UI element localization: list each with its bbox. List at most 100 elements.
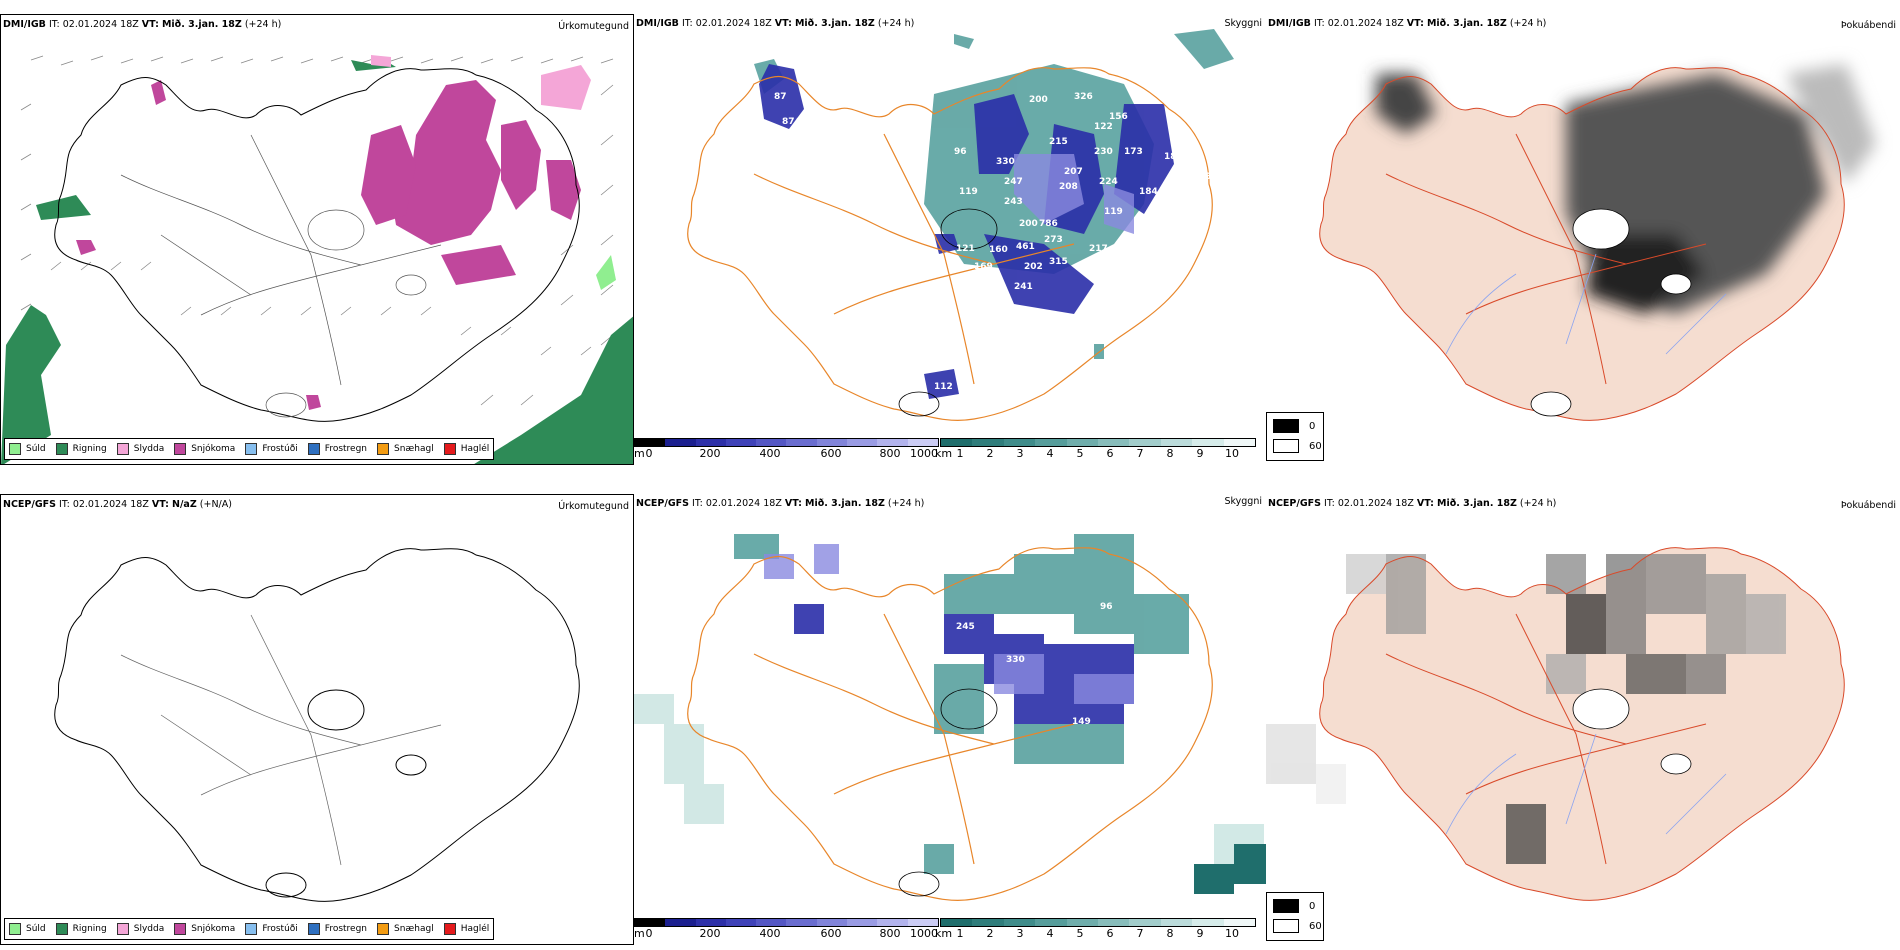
ceiling-label: 121 <box>956 244 975 254</box>
visibility-colorbar: km 1 2 3 4 5 6 7 8 9 10 <box>935 918 1256 940</box>
panel-title: Skyggni <box>1224 18 1262 29</box>
panel-dmi-visibility: DMI/IGB IT: 02.01.2024 18Z VT: Mið. 3.ja… <box>634 14 1266 465</box>
panel-gfs-fog: NCEP/GFS IT: 02.01.2024 18Z VT: Mið. 3.j… <box>1266 494 1900 945</box>
panel-header: DMI/IGB IT: 02.01.2024 18Z VT: Mið. 3.ja… <box>636 18 915 29</box>
panel-title: Þokuábendi <box>1840 500 1896 511</box>
swatch-icon <box>443 443 456 455</box>
ceiling-label: 224 <box>1099 177 1118 187</box>
fog-max-swatch <box>1273 419 1299 433</box>
legend-item-haglel: Haglél <box>443 443 489 455</box>
ceiling-label: 330 <box>1006 655 1025 665</box>
swatch-icon <box>307 923 320 935</box>
ceiling-label: 173 <box>1124 147 1143 157</box>
precip-type-legend: Súld Rigning Slydda Snjókoma Frostúði Fr… <box>4 438 495 460</box>
swatch-icon <box>245 923 258 935</box>
ceiling-label: 93 <box>1199 172 1212 182</box>
legend-item-frostregn: Frostregn <box>307 923 367 935</box>
ceiling-label: 247 <box>1004 177 1023 187</box>
panel-title: Þokuábendi <box>1840 20 1896 31</box>
ceiling-label: 119 <box>1104 207 1123 217</box>
legend-item-frostregn: Frostregn <box>307 443 367 455</box>
fog-legend: 0 60 <box>1266 412 1324 461</box>
swatch-icon <box>443 923 456 935</box>
panel-header: NCEP/GFS IT: 02.01.2024 18Z VT: N/aZ (+N… <box>3 499 232 510</box>
swatch-icon <box>377 923 390 935</box>
ceiling-label: 241 <box>1014 282 1033 292</box>
ceiling-label: 200 <box>1029 95 1048 105</box>
ceiling-label: 230 <box>1094 147 1113 157</box>
fog-min-swatch <box>1273 919 1299 933</box>
legend-item-frostudi: Frostúði <box>245 923 298 935</box>
swatch-icon <box>245 443 258 455</box>
ceiling-label: 160 <box>989 245 1008 255</box>
ceiling-label: 326 <box>1074 92 1093 102</box>
ceiling-label: 91 <box>796 117 809 127</box>
panel-dmi-precip-type: DMI/IGB IT: 02.01.2024 18Z VT: Mið. 3.ja… <box>0 14 634 465</box>
ceiling-label: 315 <box>1049 257 1068 267</box>
ceiling-label: 184 <box>1139 187 1158 197</box>
ceiling-label: 87 <box>774 92 787 102</box>
swatch-icon <box>55 443 68 455</box>
panel-header: DMI/IGB IT: 02.01.2024 18Z VT: Mið. 3.ja… <box>3 19 282 30</box>
swatch-icon <box>377 443 390 455</box>
visibility-colorbar: km 1 2 3 4 5 6 7 8 9 10 <box>935 438 1256 460</box>
ceiling-label: 142 <box>1189 202 1208 212</box>
ceiling-label: 202 <box>1024 262 1043 272</box>
fog-legend: 0 60 <box>1266 892 1324 941</box>
panel-gfs-precip-type: NCEP/GFS IT: 02.01.2024 18Z VT: N/aZ (+N… <box>0 494 634 945</box>
swatch-icon <box>55 923 68 935</box>
legend-item-suld: Súld <box>9 443 46 455</box>
ceiling-label: 207 <box>1064 167 1083 177</box>
map-visibility-ceiling: 650 245 330 96 149 <box>634 534 1266 901</box>
map-precip-type <box>1 55 633 464</box>
swatch-icon <box>116 923 129 935</box>
legend-item-suld: Súld <box>9 923 46 935</box>
ceiling-label: 185 <box>1164 152 1183 162</box>
panel-title: Úrkomutegund <box>558 501 629 512</box>
panel-header: DMI/IGB IT: 02.01.2024 18Z VT: Mið. 3.ja… <box>1268 18 1547 29</box>
legend-item-slydda: Slydda <box>116 443 164 455</box>
legend-item-haglel: Haglél <box>443 923 489 935</box>
swatch-icon <box>307 443 320 455</box>
ceiling-label: 112 <box>934 382 953 392</box>
ceiling-label: 273 <box>1044 235 1063 245</box>
ceiling-label: 330 <box>996 157 1015 167</box>
swatch-icon <box>116 443 129 455</box>
ceiling-label: 169 <box>974 262 993 272</box>
ceiling-label: 87 <box>782 117 795 127</box>
ceiling-label: 208 <box>1059 182 1078 192</box>
panel-gfs-visibility: NCEP/GFS IT: 02.01.2024 18Z VT: Mið. 3.j… <box>634 494 1266 945</box>
ceiling-label: 96 <box>954 147 967 157</box>
ceiling-label: 176 <box>1179 222 1198 232</box>
ceiling-label: 122 <box>1094 122 1113 132</box>
swatch-icon <box>174 923 187 935</box>
legend-item-snaehagl: Snæhagl <box>377 923 434 935</box>
legend-item-snjokoma: Snjókoma <box>174 923 235 935</box>
ceiling-label: 149 <box>1072 717 1091 727</box>
map-fog-index <box>1266 547 1845 901</box>
panel-header: NCEP/GFS IT: 02.01.2024 18Z VT: Mið. 3.j… <box>1268 498 1557 509</box>
ceiling-label: 245 <box>956 622 975 632</box>
ceiling-label: 200 <box>1019 219 1038 229</box>
map-fog-index <box>1319 64 1876 421</box>
legend-item-frostudi: Frostúði <box>245 443 298 455</box>
fog-max-swatch <box>1273 899 1299 913</box>
legend-item-snjokoma: Snjókoma <box>174 443 235 455</box>
ceiling-label: 786 <box>1039 219 1058 229</box>
ceiling-label: 650 <box>759 579 778 589</box>
legend-item-rigning: Rigning <box>55 923 107 935</box>
ceiling-label: 119 <box>959 187 978 197</box>
ceiling-label: 156 <box>1109 112 1128 122</box>
panel-header: NCEP/GFS IT: 02.01.2024 18Z VT: Mið. 3.j… <box>636 498 925 509</box>
swatch-icon <box>174 443 187 455</box>
precip-type-legend: Súld Rigning Slydda Snjókoma Frostúði Fr… <box>4 918 495 940</box>
ceiling-label: 99 <box>1184 167 1197 177</box>
swatch-icon <box>9 443 21 455</box>
fog-min-swatch <box>1273 439 1299 453</box>
map-precip-type <box>54 548 580 902</box>
swatch-icon <box>9 923 21 935</box>
panel-title: Skyggni <box>1224 496 1262 507</box>
legend-item-rigning: Rigning <box>55 443 107 455</box>
ceiling-label: 461 <box>1016 242 1035 252</box>
ceiling-label: 99 <box>1119 262 1132 272</box>
